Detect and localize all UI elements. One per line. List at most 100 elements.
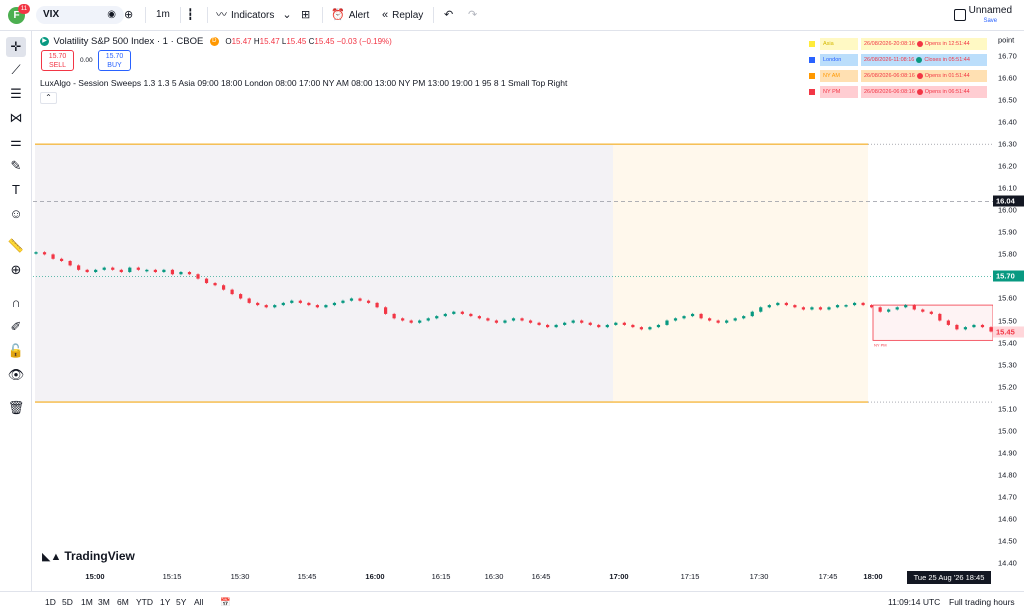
candle: [665, 320, 669, 325]
buy-button[interactable]: 15.70 BUY: [98, 50, 131, 71]
alert-button[interactable]: ⏰ Alert: [331, 6, 369, 24]
redo-button[interactable]: ↷: [468, 6, 481, 24]
chart-pane[interactable]: NY PM: [33, 32, 993, 588]
session-time: 26/08/2026-11:08:16 Closes in 05:51:44: [861, 54, 987, 66]
range-button-3m[interactable]: 3M: [98, 597, 110, 607]
ruler-tool[interactable]: 📏: [6, 236, 26, 256]
cursor-time-label: Tue 25 Aug '26 18:45: [907, 571, 991, 584]
emoji-tool[interactable]: ☺: [6, 204, 26, 224]
time-tick: 18:00: [863, 572, 883, 581]
candle: [887, 309, 891, 312]
keep-drawing-tool[interactable]: ✐: [6, 317, 26, 337]
candle: [699, 313, 703, 319]
hide-tool[interactable]: 👁: [6, 365, 26, 385]
ruler-icon: 📏: [7, 238, 25, 253]
candle: [443, 313, 447, 317]
range-button-all[interactable]: All: [194, 597, 204, 607]
candle: [946, 320, 950, 325]
candle: [51, 254, 55, 259]
candle: [767, 305, 771, 308]
candle: [264, 305, 268, 308]
candle: [605, 324, 609, 328]
symbol-label: VIX: [43, 9, 60, 20]
layout-checkbox[interactable]: [954, 9, 966, 21]
session-datetime: 26/08/2026-06:08:16: [864, 73, 915, 79]
session-hours-button[interactable]: Full trading hours: [949, 597, 1015, 607]
session-row: NY AM 26/08/2026-06:08:16 Opens in 01:51:4…: [809, 69, 987, 85]
candle: [239, 294, 243, 299]
indicator-legend[interactable]: LuxAlgo - Session Sweeps 1.3 1.3 5 Asia …: [40, 78, 568, 88]
brush-tool[interactable]: ✎: [6, 156, 26, 176]
forecast-tool[interactable]: ⚌: [6, 132, 26, 152]
range-button-ytd[interactable]: YTD: [136, 597, 153, 607]
session-name: Asia: [820, 38, 858, 50]
session-row: NY PM 26/08/2026-06:08:16 Opens in 06:51:4…: [809, 85, 987, 101]
time-tick: 16:00: [365, 572, 385, 581]
session-datetime: 26/08/2026-20:08:16: [864, 41, 915, 47]
crosshair-price-tag: 16.04: [993, 195, 1024, 207]
symbol-search[interactable]: VIX ◉: [36, 6, 124, 24]
date-range-button[interactable]: 📅: [220, 597, 231, 608]
divider: [433, 7, 434, 23]
session-color-swatch: [809, 57, 815, 63]
range-button-1y[interactable]: 1Y: [160, 597, 171, 607]
eye-icon[interactable]: ◉: [107, 9, 116, 20]
range-button-5y[interactable]: 5Y: [176, 597, 187, 607]
range-button-5d[interactable]: 5D: [62, 597, 73, 607]
lock-tool[interactable]: 🔓: [6, 341, 26, 361]
price-tick: 16.00: [998, 205, 1017, 215]
session-status-icon: [916, 88, 923, 95]
layout-name-button[interactable]: Unnamed Save: [969, 5, 1012, 27]
replay-button[interactable]: «Replay: [382, 6, 423, 24]
candle: [844, 305, 848, 307]
session-status: Closes in 05:51:44: [924, 57, 970, 63]
candles-icon: ┇: [187, 9, 194, 21]
layout-name: Unnamed: [968, 5, 1012, 16]
time-tick: 15:00: [85, 572, 105, 581]
axis-unit: point: [998, 35, 1015, 45]
divider: [322, 7, 323, 23]
zoom-tool[interactable]: ⊕: [6, 260, 26, 280]
session-time: 26/08/2026-06:08:16 Opens in 06:51:44: [861, 86, 987, 98]
pattern-tool[interactable]: ⋈: [6, 108, 26, 128]
interval-button[interactable]: 1m: [156, 9, 170, 20]
magnet-tool[interactable]: ∩: [6, 293, 26, 313]
candle: [256, 302, 260, 306]
undo-button[interactable]: ↶: [444, 6, 457, 24]
price-axis[interactable]: point 16.70 16.60 16.50 16.40 16.30 16.20 16.1…: [993, 31, 1024, 591]
delete-tool[interactable]: 🗑: [6, 398, 26, 418]
range-button-6m[interactable]: 6M: [117, 597, 129, 607]
symbol-title[interactable]: Volatility S&P 500 Index · 1 · CBOE: [53, 36, 204, 47]
pencil-lock-icon: ✐: [10, 319, 22, 334]
utc-clock[interactable]: 11:09:14 UTC: [888, 597, 941, 607]
chart-type-button[interactable]: ┇: [187, 6, 198, 24]
fib-tool[interactable]: ☰: [6, 84, 26, 104]
time-tick: 16:30: [484, 572, 504, 581]
candle: [307, 302, 311, 306]
templates-button[interactable]: ⊞: [301, 6, 314, 24]
time-tick: 17:45: [818, 572, 838, 581]
crosshair-icon: ✛: [10, 39, 22, 54]
range-button-1d[interactable]: 1D: [45, 597, 56, 607]
candle: [554, 324, 558, 328]
price-tick: 15.00: [998, 426, 1017, 436]
sell-button[interactable]: 15.70 SELL: [41, 50, 74, 71]
indicators-label: Indicators: [231, 10, 275, 21]
candle: [827, 307, 831, 310]
text-tool[interactable]: T: [6, 180, 26, 200]
crosshair-tool[interactable]: ✛: [6, 37, 26, 57]
collapse-legend-button[interactable]: ⌃: [40, 92, 57, 104]
indicators-button[interactable]: 〰 Indicators ⌄: [216, 6, 296, 24]
sell-label: SELL: [48, 62, 67, 69]
compare-symbol-button[interactable]: ⊕: [124, 6, 137, 24]
candle: [955, 324, 959, 330]
trend-line-tool[interactable]: ⟋: [6, 60, 26, 80]
candle: [469, 313, 473, 317]
tradingview-logo[interactable]: ◣▲ TradingView: [42, 549, 135, 563]
candle: [938, 313, 942, 321]
drawing-toolbar: ✛ ⟋ ☰ ⋈ ⚌ ✎ T ☺ 📏 ⊕ ∩ ✐ 🔓 👁 🗑: [0, 31, 32, 591]
alarm-clock-icon: ⏰: [331, 9, 345, 21]
candle: [835, 305, 840, 308]
range-button-1m[interactable]: 1M: [81, 597, 93, 607]
